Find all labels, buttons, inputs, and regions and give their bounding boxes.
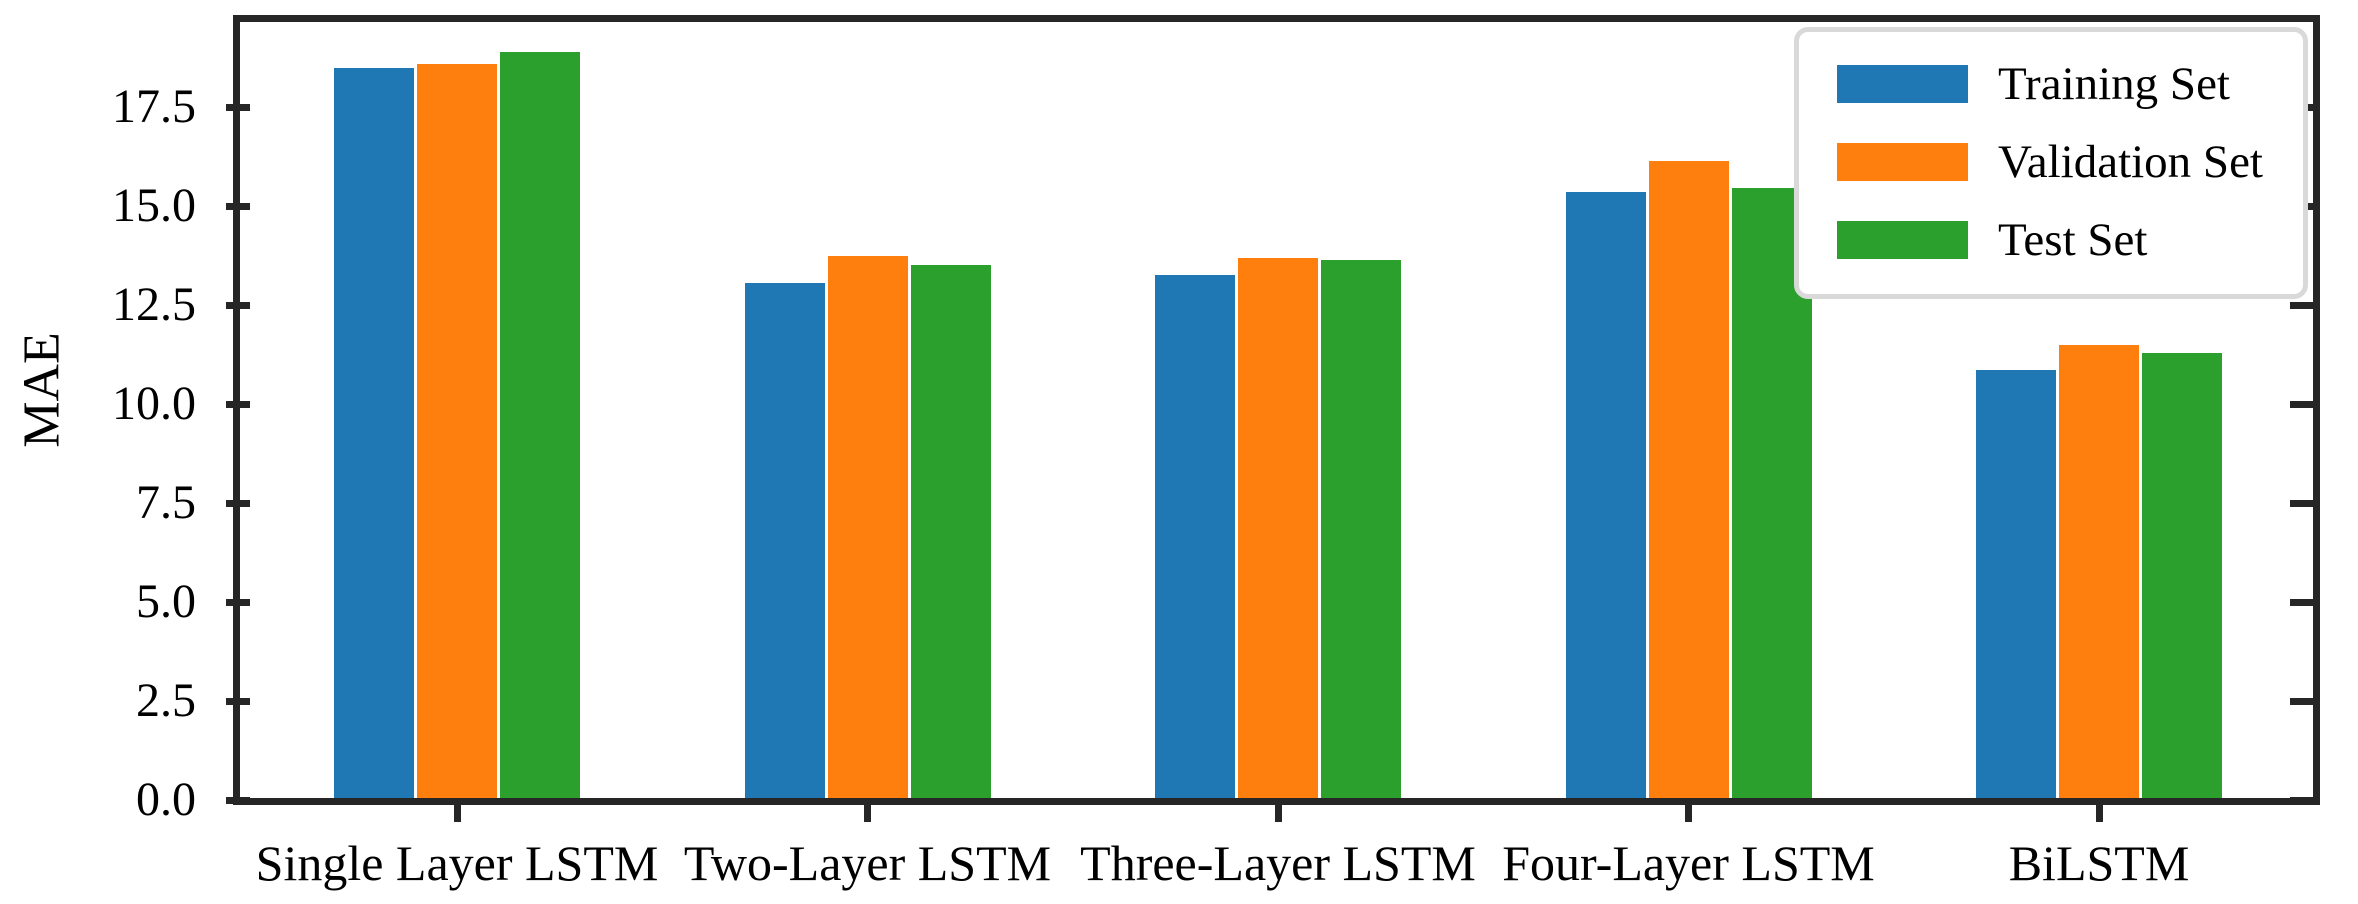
bar [910,265,991,798]
legend: Training Set Validation Set Test Set [1794,27,2308,299]
y-tick-mark [226,598,250,606]
y-tick-mark-right [2290,796,2313,804]
y-tick-label: 10.0 [112,377,196,431]
legend-swatch [1837,221,1968,259]
x-tick-mark [1274,805,1282,822]
bar [1155,275,1235,798]
x-tick-label: BiLSTM [2008,835,2190,891]
bar [2142,353,2222,798]
y-tick-mark [226,697,250,705]
y-tick-label: 7.5 [136,476,196,530]
x-tick-mark [2095,805,2103,822]
legend-item-label: Test Set [1998,214,2148,266]
y-tick-mark-right [2290,400,2313,408]
y-tick-label: 12.5 [112,278,196,332]
y-tick-mark [226,103,250,111]
y-tick-mark [226,499,250,507]
bar [500,52,580,798]
y-tick-label: 0.0 [136,773,196,826]
bar [827,256,908,798]
legend-swatch [1837,143,1968,181]
y-tick-label: 17.5 [112,80,196,134]
legend-item-label: Validation Set [1998,136,2263,188]
bar [2059,345,2139,798]
x-tick-label: Three-Layer LSTM [1080,835,1476,891]
bar [334,68,414,798]
legend-item: Test Set [1837,214,2263,266]
bar [1565,192,1646,798]
legend-swatch [1837,65,1968,103]
y-tick-mark [226,202,250,210]
bar [744,283,825,798]
legend-item: Training Set [1837,58,2263,110]
y-tick-mark-right [2290,499,2313,507]
bar [417,64,497,798]
x-tick-mark [453,805,461,822]
y-tick-mark-right [2290,697,2313,705]
y-tick-mark-right [2290,301,2313,309]
y-tick-mark [226,400,250,408]
bar [1648,161,1729,798]
y-tick-label: 15.0 [112,179,196,233]
bar [1321,260,1401,798]
x-tick-label: Two-Layer LSTM [683,835,1052,891]
x-tick-label: Four-Layer LSTM [1502,835,1875,891]
legend-item-label: Training Set [1998,58,2230,110]
bar [1976,370,2056,798]
y-tick-mark-right [2290,598,2313,606]
y-tick-mark [226,796,250,804]
x-tick-mark [1685,805,1692,822]
legend-item: Validation Set [1837,136,2263,188]
bar [1238,258,1318,798]
bars-layer [240,22,2313,798]
x-tick-label: Single Layer LSTM [255,835,659,891]
y-tick-label: 5.0 [136,575,196,629]
x-tick-mark [864,805,871,822]
y-tick-mark [226,301,250,309]
y-tick-label: 2.5 [136,674,196,728]
